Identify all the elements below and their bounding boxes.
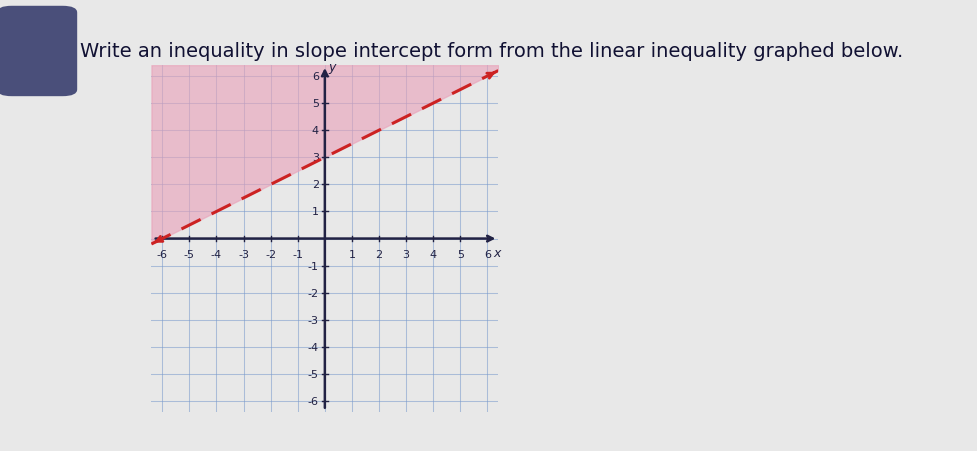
Text: 17: 17 xyxy=(24,43,50,61)
Text: 3: 3 xyxy=(403,249,409,259)
Text: -2: -2 xyxy=(308,288,319,298)
Text: 3: 3 xyxy=(312,153,319,163)
Text: -4: -4 xyxy=(211,249,222,259)
Text: Write an inequality in slope intercept form from the linear inequality graphed b: Write an inequality in slope intercept f… xyxy=(80,42,904,61)
Text: 1: 1 xyxy=(312,207,319,217)
Text: 2: 2 xyxy=(375,249,383,259)
Text: 6: 6 xyxy=(484,249,490,259)
Text: x: x xyxy=(493,246,500,259)
Text: -4: -4 xyxy=(308,342,319,352)
Text: 4: 4 xyxy=(430,249,437,259)
Text: -2: -2 xyxy=(265,249,276,259)
Text: 1: 1 xyxy=(349,249,356,259)
Text: -1: -1 xyxy=(308,261,319,271)
Text: -3: -3 xyxy=(238,249,249,259)
Text: 4: 4 xyxy=(312,126,319,136)
Text: 5: 5 xyxy=(312,99,319,109)
Text: -3: -3 xyxy=(308,315,319,325)
Text: -6: -6 xyxy=(308,396,319,406)
Text: -6: -6 xyxy=(156,249,168,259)
Text: 5: 5 xyxy=(457,249,464,259)
Text: -5: -5 xyxy=(184,249,194,259)
Text: -5: -5 xyxy=(308,369,319,379)
Text: y: y xyxy=(328,61,335,74)
Text: 6: 6 xyxy=(312,72,319,82)
Text: 2: 2 xyxy=(312,180,319,190)
Text: -1: -1 xyxy=(292,249,303,259)
